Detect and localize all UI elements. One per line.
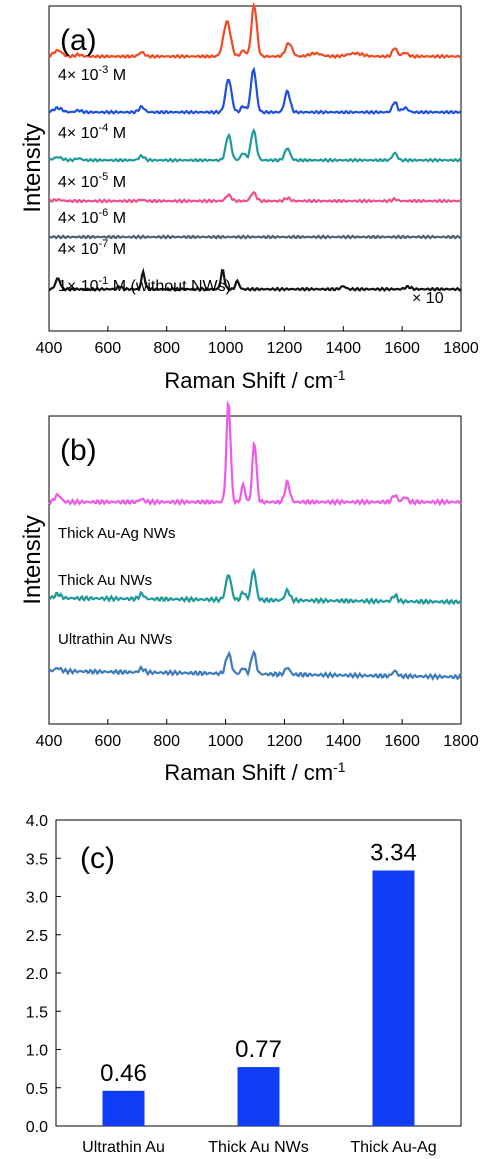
- y-tick-label: 3.0: [26, 890, 48, 907]
- y-ticks-c: 0.0 0.5 1.0 1.5 2.0 2.5 3.0 3.5 4.0: [26, 813, 61, 1136]
- series-label-6: 1× 10-1 M (without NWs): [58, 275, 231, 295]
- series-line-3: [48, 649, 462, 681]
- y-axis-label-a: Intensity: [19, 123, 46, 212]
- y-tick-label: 1.5: [26, 1004, 48, 1021]
- x-tick-label: 400: [36, 340, 63, 357]
- series-label-2: 4× 10-4 M: [58, 122, 126, 142]
- series-line-2: [48, 66, 462, 115]
- bar-value-label: 3.34: [370, 839, 417, 866]
- bar-2: [237, 1067, 280, 1126]
- x-tick-label: 600: [95, 733, 122, 750]
- y-tick-label: 2.5: [26, 928, 48, 945]
- x-axis-label-b: Raman Shift / cm-1: [164, 759, 345, 785]
- x-axis-label-a: Raman Shift / cm-1: [164, 367, 345, 393]
- y-tick-label: 0.5: [26, 1081, 48, 1098]
- bars-c: 0.46 0.77 3.34: [100, 839, 417, 1126]
- plot-frame-b: [48, 415, 462, 725]
- series-label-1: Thick Au-Ag NWs: [58, 525, 176, 542]
- series-line-3: [48, 127, 462, 164]
- y-tick-label: 0.0: [26, 1119, 48, 1136]
- x-tick-label: 1000: [208, 340, 244, 357]
- series-group-b: [48, 400, 462, 681]
- bar-3: [372, 870, 415, 1126]
- x-ticks-a: 400 600 800 1000 1200 1400 1600 1800: [36, 326, 479, 357]
- panel-label-b: (b): [60, 434, 97, 467]
- series-line-6: [48, 267, 462, 292]
- x-tick-label: 1000: [208, 733, 244, 750]
- series-line-1: [48, 400, 462, 507]
- series-label-2: Thick Au NWs: [58, 572, 152, 589]
- series-label-1: 4× 10-3 M: [58, 64, 126, 84]
- x-tick-label: 1400: [325, 733, 361, 750]
- bar-1: [102, 1090, 145, 1126]
- y-tick-label: 1.0: [26, 1043, 48, 1060]
- x-tick-label: 1800: [443, 733, 479, 750]
- series-group-a: [48, 1, 462, 292]
- x-tick-label: 400: [36, 733, 63, 750]
- x-ticks-b: 400 600 800 1000 1200 1400 1600 1800: [36, 719, 479, 750]
- series-line-4: [49, 190, 462, 204]
- series-label-5: 4× 10-7 M: [58, 238, 126, 258]
- x-tick-label: 600: [95, 340, 122, 357]
- series-label-3: 4× 10-5 M: [58, 171, 126, 191]
- x-tick-label: 1200: [267, 733, 303, 750]
- x-tick-label: 1800: [443, 340, 479, 357]
- series-labels-a: 4× 10-3 M 4× 10-4 M 4× 10-5 M 4× 10-6 M 4× 1…: [58, 64, 231, 295]
- x-tick-label: 800: [153, 340, 180, 357]
- y-tick-label: 4.0: [26, 813, 48, 830]
- x-tick-label: 1200: [267, 340, 303, 357]
- chart-a: 4× 10-3 M 4× 10-4 M 4× 10-5 M 4× 10-6 M 4× 1…: [19, 1, 479, 393]
- x-tick-label: 1600: [384, 340, 420, 357]
- chart-c: 0.0 0.5 1.0 1.5 2.0 2.5 3.0 3.5 4.0 0.46 0.77 3.34…: [26, 813, 462, 1159]
- bar-value-label: 0.77: [235, 1036, 282, 1063]
- series-label-4: 4× 10-6 M: [58, 207, 126, 227]
- panel-label-a: (a): [60, 24, 97, 57]
- series-labels-b: Thick Au-Ag NWs Thick Au NWs Ultrathin Au …: [58, 525, 176, 648]
- x-tick-label: 1400: [325, 340, 361, 357]
- y-axis-label-b: Intensity: [19, 515, 46, 604]
- x-tick-label: 1600: [384, 733, 420, 750]
- series-line-5: [48, 234, 462, 240]
- annotation-x10: × 10: [412, 290, 444, 307]
- y-tick-label: 3.5: [26, 851, 48, 868]
- category-label: Thick Au NWs: [208, 1139, 308, 1156]
- series-line-2: [48, 567, 462, 606]
- series-label-3: Ultrathin Au NWs: [58, 631, 172, 648]
- chart-b: Thick Au-Ag NWs Thick Au NWs Ultrathin Au …: [19, 400, 479, 785]
- bar-value-label: 0.46: [100, 1060, 147, 1087]
- x-tick-label: 800: [153, 733, 180, 750]
- y-tick-label: 2.0: [26, 966, 48, 983]
- panel-label-c: (c): [80, 842, 115, 875]
- series-line-1: [48, 1, 462, 60]
